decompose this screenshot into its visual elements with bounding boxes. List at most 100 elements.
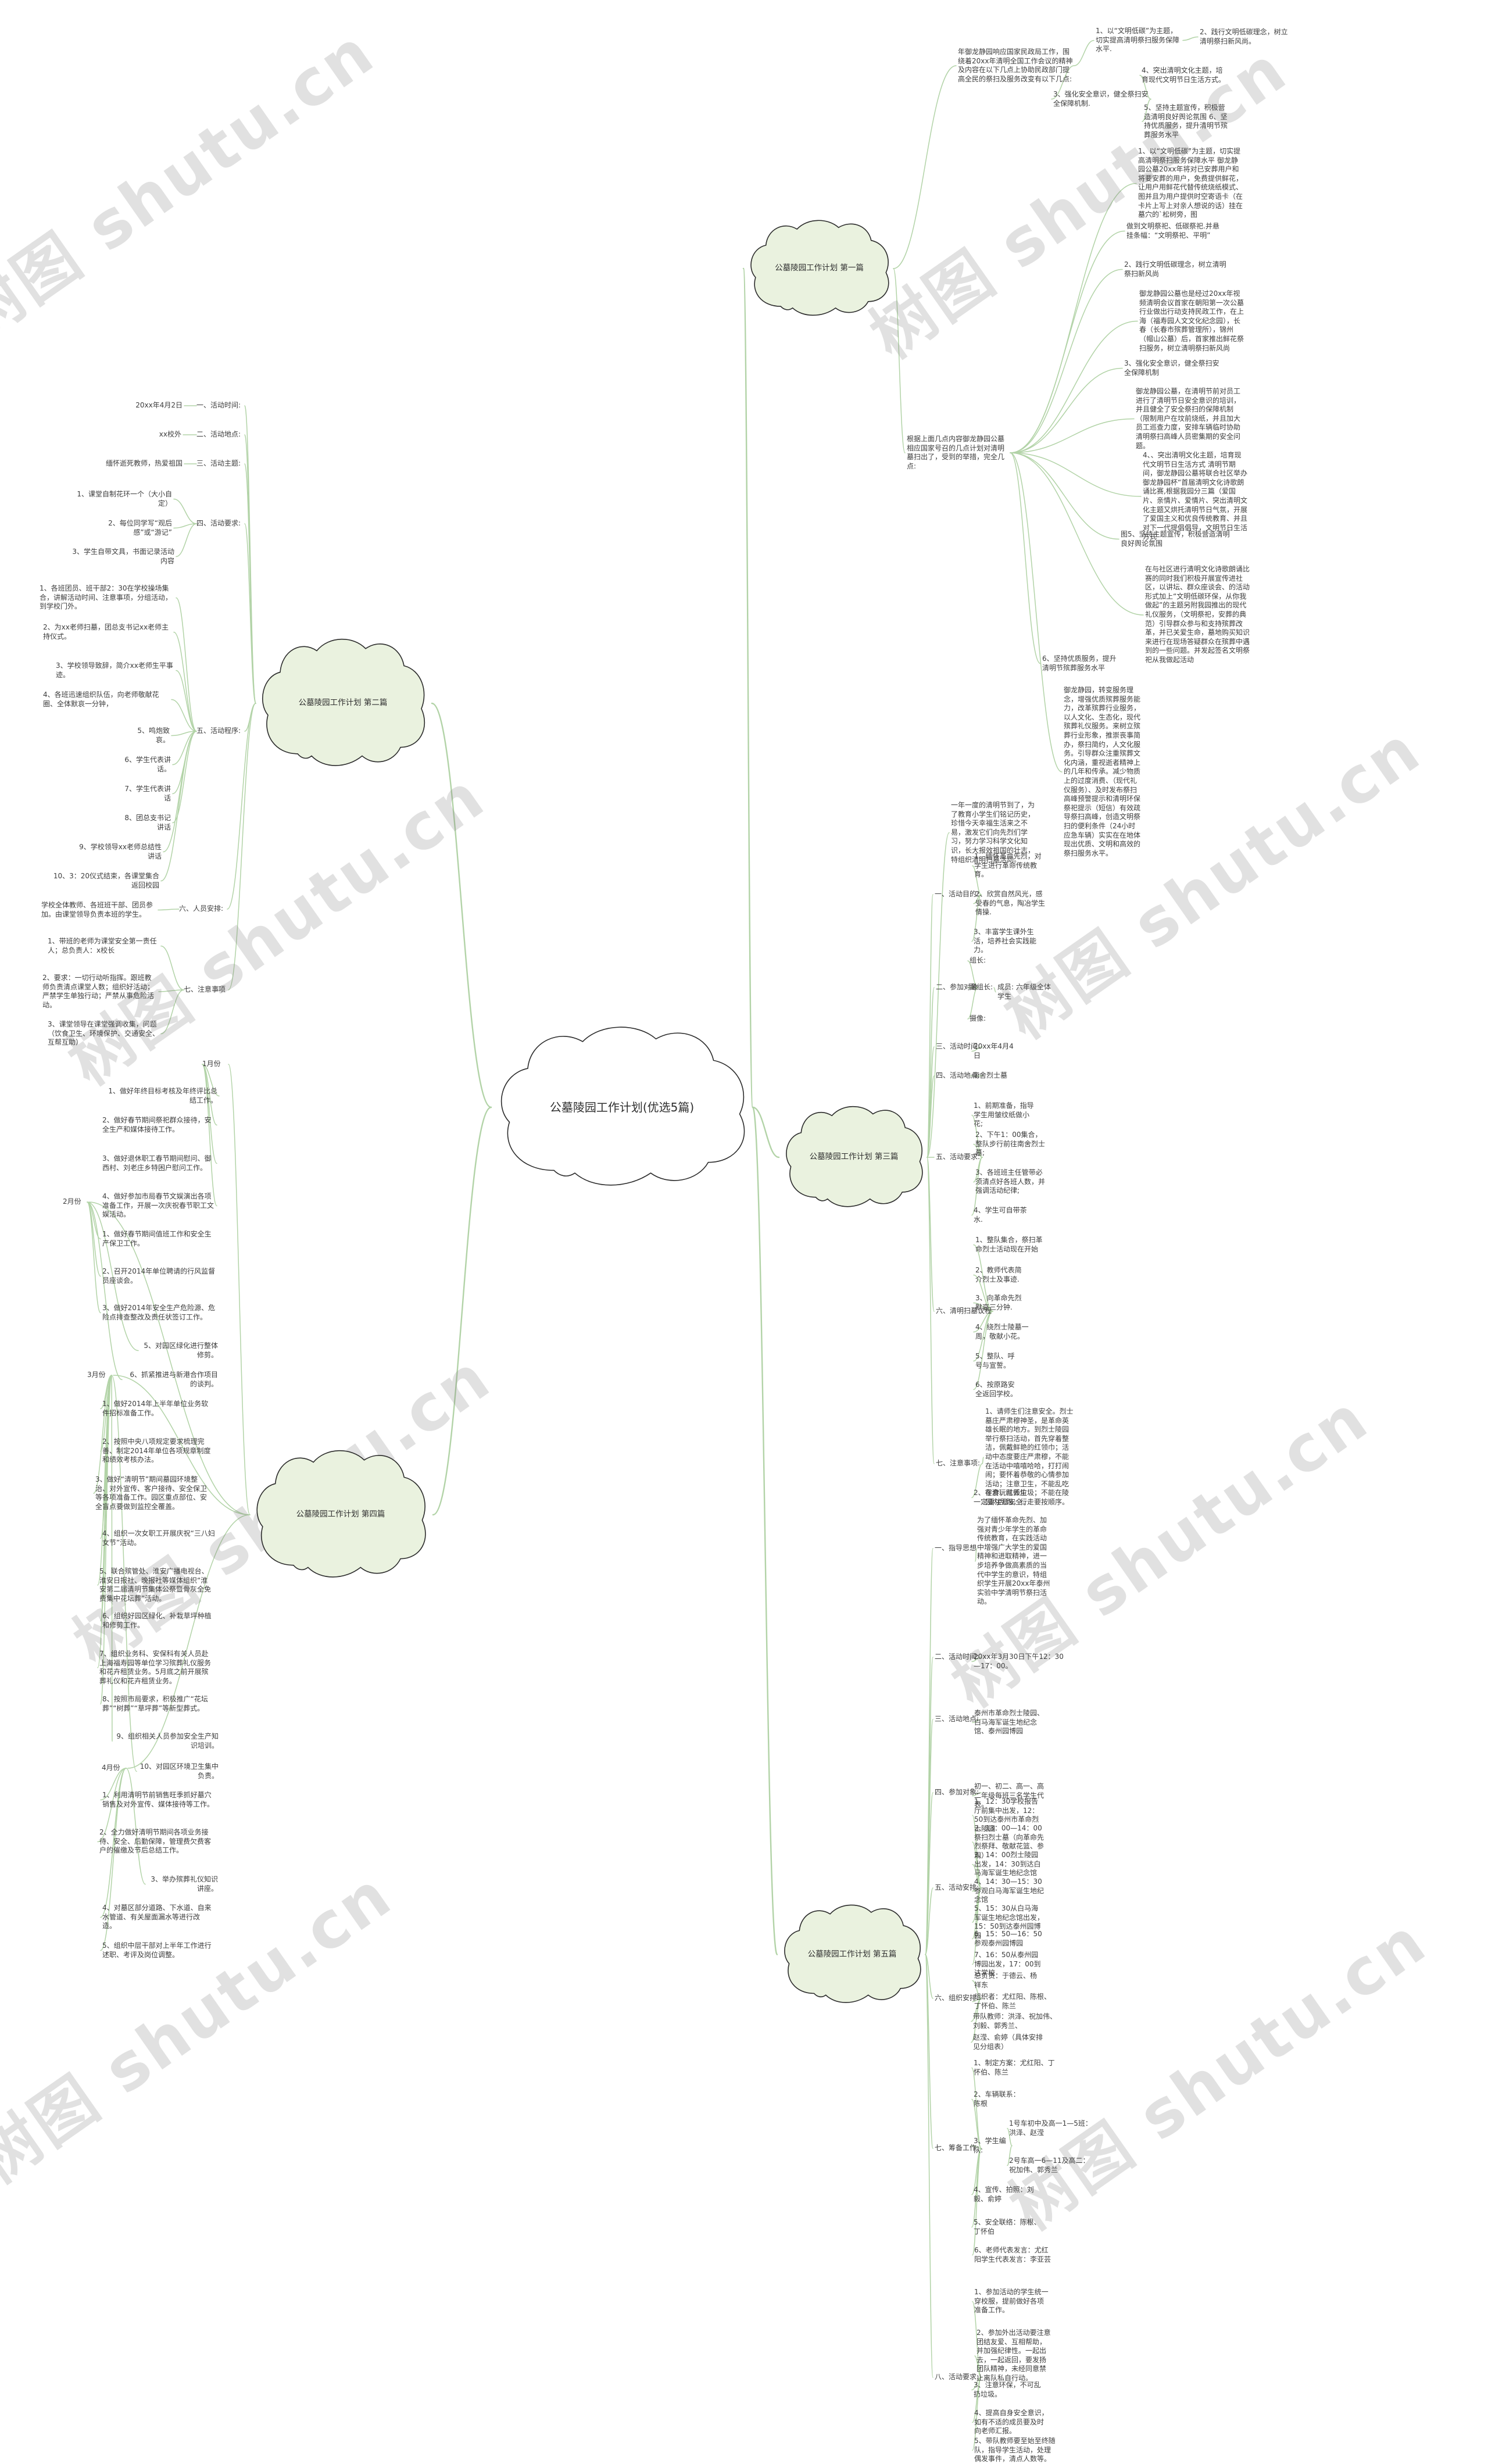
node-b5l2[interactable]: 二、活动时间: [935,1653,979,1661]
node-b3zz[interactable]: 组长: [970,956,986,964]
node-b3c4[interactable]: 4、绕烈士陵墓一周，敬献小花。 [975,1323,1029,1340]
node-b1p8[interactable]: 图5、坚持主题宣传，积极营造清明良好舆论氛围 [1121,530,1230,548]
node-b4a1[interactable]: 1、做好年终目标考核及年终评比总结工作。 [108,1087,217,1104]
node-b2n1[interactable]: 学校全体教师、各班班干部、团员参加。由课堂领导负责本班的学生。 [41,901,153,918]
node-b5l5[interactable]: 五、活动安排: [935,1883,979,1891]
node-b1p4[interactable]: 御龙静园公墓也是经过20xx年视频清明会议首家在朝阳第一次公墓行业做出行动支持民… [1139,289,1244,352]
node-b5r1[interactable]: 1、参加活动的学生统一穿校服，提前做好各项准备工作。 [974,2288,1049,2315]
node-b5q5[interactable]: 5、安全联络：陈根、丁怀伯 [974,2218,1041,2236]
node-b3cy[interactable]: 成员: 六年级全体学生 [997,983,1051,1000]
central-topic[interactable]: 公墓陵园工作计划(优选5篇) [491,1020,753,1195]
node-b1i2[interactable]: 2、践行文明低碳理念，树立清明祭扫新风尚。 [1200,28,1288,45]
node-b3sx[interactable]: 摄像: [970,1014,986,1022]
node-b4d2[interactable]: 2、全力做好清明节期间各项业务接待、安全、后勤保障，管理费欠费客户的催缴及节后总… [99,1828,212,1855]
node-b5o[interactable]: 初一、初二、高一、高二年级每班三名学生代表。 [974,1782,1045,1809]
node-b5r2[interactable]: 2、参加外出活动要注意团结友爱、互相帮助，并加强纪律性。一起出去，一起返回，要发… [977,2329,1051,2382]
branch-cloud-B5[interactable]: 公墓陵园工作计划 第五篇 [779,1901,925,2008]
node-b4m1[interactable]: 1月份 [202,1060,221,1068]
node-b2z1[interactable]: 1、带班的老师为课堂安全第一责任人；总负责人：x校长 [48,937,157,954]
node-b1b[interactable]: 根据上面几点内容御龙静园公墓相应国家号召的几点计划对清明墓扫出了，受到的举措，完… [907,435,1005,470]
node-b5q3a[interactable]: 1号车初中及高一1—5班：洪泽、赵滢 [1009,2119,1092,2137]
node-b5s2[interactable]: 2、13：00—14：00祭扫烈士墓（向革命先烈祭拜、敬献花篮、参观） [974,1824,1045,1859]
node-b2p10[interactable]: 10、3：20仪式结束，各课堂集合返回校园 [53,872,159,889]
node-b2l6[interactable]: 六、人员安排: [179,904,224,913]
node-b3fz[interactable]: 副组长: [970,983,993,991]
node-b1p10[interactable]: 6、坚持优质服务，提升清明节殡葬服务水平 [1042,655,1117,672]
node-b4b2[interactable]: 2、召开2014年单位聘请的行风监督员座谈会。 [102,1267,216,1285]
node-b2v2[interactable]: xx校外 [159,430,181,438]
node-b3l7[interactable]: 七、注意事项: [936,1459,981,1467]
node-b5l7[interactable]: 七、筹备工作: [935,2144,979,2152]
node-b2p1[interactable]: 1、各班团员、班干部2：30在学校操场集合，讲解活动时间、注意事项，分组活动，到… [40,584,173,611]
node-b3t1[interactable]: 20xx年4月4日 [974,1042,1014,1060]
node-b5g1[interactable]: 总负责：于德云、杨祥东 [974,1972,1038,1989]
node-b4c2[interactable]: 2、按照中央八项规定要求梳理完善、制定2014年单位各项规章制度和绩效考核办法。 [102,1437,211,1464]
node-b5s1[interactable]: 1、12：30学校报告厅前集中出发，12：50到达泰州市革命烈士陵园 [974,1797,1039,1833]
node-b3l4[interactable]: 四、活动地点: [936,1071,981,1079]
node-b3c3[interactable]: 3、向革命先烈默哀三分钟. [975,1294,1022,1311]
node-b4b5[interactable]: 5、对园区绿化进行整体修剪。 [144,1342,218,1359]
node-b5s3[interactable]: 3、14：00烈士陵园出发，14：30到达白马海军诞生地纪念馆 [974,1851,1041,1877]
node-b5r4[interactable]: 4、提高自身安全意识，如有不适的成员要及时向老师汇报。 [974,2409,1049,2436]
node-b5s7[interactable]: 7、16：50从泰州园博园出发，17：00到达学校 [974,1951,1041,1977]
node-b3l6[interactable]: 六、清明扫墓议程 [936,1307,992,1315]
node-b2v1[interactable]: 20xx年4月2日 [135,401,183,409]
node-b3l1[interactable]: 一、活动目的: [935,890,979,898]
node-b1p5[interactable]: 3、强化安全意识，健全祭扫安全保障机制 [1124,359,1219,377]
node-b4c1[interactable]: 1、做好2014年上半年单位业务软件招标准备工作。 [102,1400,209,1417]
node-b3z1[interactable]: 1、请师生们注意安全。烈士墓庄严肃穆神圣，是革命英雄长眠的地方。到烈士陵园举行祭… [985,1407,1074,1506]
node-b3y4[interactable]: 4、学生可自带茶水. [974,1206,1027,1224]
node-b3y1[interactable]: 1、前期准备，指导学生用皱纹纸做小花; [974,1102,1034,1128]
node-b2v3[interactable]: 缅怀逝死教师，热爱祖国 [105,459,183,467]
node-b4c4[interactable]: 4、组织一次女职工开展庆祝“三八妇女节”活动。 [102,1529,215,1547]
node-b2p9[interactable]: 9、学校领导xx老师总结性讲话 [79,843,162,860]
node-b5in[interactable]: 为了缅怀革命先烈、加强对青少年学生的革命传统教育，在实践活动中增强广大学生的爱国… [977,1516,1050,1606]
node-b5q4[interactable]: 4、宣传、拍照：刘毅、俞婷 [974,2186,1034,2203]
node-b4b6[interactable]: 6、抓紧推进与新港合作项目的谈判。 [130,1371,218,1388]
node-b4b1[interactable]: 1、做好春节期间值班工作和安全生产保卫工作。 [102,1230,212,1247]
node-b4d4[interactable]: 4、对墓区部分道路、下水道、自来水管道、有关屋面漏水等进行改造。 [102,1904,212,1930]
node-b4a3[interactable]: 3、做好退休职工春节期间慰问、御西村、刘老庄乡特困户慰问工作。 [102,1154,212,1172]
node-b4c5[interactable]: 5、联合殡管处、淮安广播电视台、淮安日报社、晚报社等媒体组织“淮安第二届清明节集… [99,1567,212,1603]
node-b1p1[interactable]: 1、以“文明低碳”为主题，切实提高清明祭扫服务保障水平 御龙静园公墓20xx年将… [1138,147,1243,219]
node-b5l3[interactable]: 三、活动地点: [935,1715,979,1723]
node-b2l1[interactable]: 一、活动时间: [196,401,241,409]
node-b2r2[interactable]: 2、每位同学写“观后感”或“游记” [108,519,172,537]
node-b5g4[interactable]: 赵滢、俞婷（具体安排见分组表） [973,2033,1043,2051]
node-b4a4[interactable]: 4、做好参加市局春节文娱演出各项准备工作，开展一次庆祝春节职工文娱活动。 [102,1192,214,1219]
node-b2l4[interactable]: 四、活动要求: [196,519,241,527]
node-b1a[interactable]: 年御龙静园响应国家民政局工作，围绕着20xx年清明全国工作会议的精神及内容在以下… [958,48,1073,83]
branch-cloud-B3[interactable]: 公墓陵园工作计划 第三篇 [781,1102,927,1213]
node-b1i1[interactable]: 1、以“文明低碳”为主题，切实提高清明祭扫服务保障水平. [1096,27,1180,53]
branch-cloud-B1[interactable]: 公墓陵园工作计划 第一篇 [745,216,893,321]
node-b1i3[interactable]: 3、强化安全意识，健全祭扫安全保障机制. [1053,90,1149,108]
node-b1i4[interactable]: 4、突出清明文化主题，培育现代文明节日生活方式。 [1142,66,1226,84]
node-b5s4[interactable]: 4、14：30—15：30参观白马海军诞生地纪念馆 [974,1877,1045,1904]
node-b2p3[interactable]: 3、学校领导致辞，简介xx老师生平事迹。 [56,661,173,679]
node-b2l5[interactable]: 五、活动程序: [196,727,241,735]
node-b1p9[interactable]: 在与社区进行清明文化诗歌朗诵比赛的同时我们积极开展宣传进社区，以讲坛、群众座谈会… [1145,565,1250,664]
node-b4c9[interactable]: 9、组织相关人员参加安全生产知识培训。 [116,1732,219,1750]
node-b2p8[interactable]: 8、团总支书记讲话 [124,814,171,831]
node-b5q3[interactable]: 3、学生编队: [974,2137,1006,2154]
node-b3m2[interactable]: 2、欣赏自然风光，感受春的气息，陶冶学生情操. [975,890,1046,917]
node-b5l8[interactable]: 八、活动要求: [935,2373,979,2381]
node-b2l3[interactable]: 三、活动主题: [196,459,241,467]
node-b4d1[interactable]: 1、利用清明节前销售旺季抓好墓穴销售及对外宣传、媒体接待等工作。 [102,1791,214,1808]
node-b3y3[interactable]: 3、各班班主任管带必须清点好各班人数，并强调活动纪律; [975,1168,1046,1195]
node-b5r3[interactable]: 3、注意环保，不可乱扔垃圾。 [974,2381,1041,2398]
node-b3c6[interactable]: 6、按原路安全返回学校。 [975,1381,1018,1398]
node-b1i56[interactable]: 5、坚持主题宣传，积极营造清明良好舆论氛围 6、坚持优质服务，提升清明节殡葬服务… [1144,103,1228,139]
node-b4m3[interactable]: 3月份 [87,1371,106,1379]
node-b4c8[interactable]: 8、按照市局要求，积极推广“花坛葬”“树葬”“草坪葬”等新型葬式。 [102,1695,208,1712]
node-b5s6[interactable]: 6、15：50—16：50参观泰州园博园 [974,1930,1042,1947]
node-b2r3[interactable]: 3、学生自带文具，书面记录活动内容 [72,548,174,565]
node-b5q1[interactable]: 1、制定方案：尤红阳、丁怀伯、陈兰 [974,2059,1055,2076]
node-b4d3[interactable]: 3、举办殡葬礼仪知识讲座。 [151,1875,218,1893]
node-b5g3[interactable]: 带队教师：洪泽、祝加伟、刘毅、郭秀兰、 [973,2012,1057,2030]
node-b2z2[interactable]: 2、要求：一切行动听指挥。跟班教师负责清点课堂人数；组织好活动；严禁学生单独行动… [42,974,155,1009]
node-b4b3[interactable]: 3、做好2014年安全生产危险源、危险点排查整改及责任状签订工作。 [102,1304,216,1321]
branch-cloud-B4[interactable]: 公墓陵园工作计划 第四篇 [250,1445,431,1585]
node-b3c5[interactable]: 5、整队、呼号与宣誓。 [975,1352,1015,1369]
node-b4c3[interactable]: 3、做好“清明节”期间墓园环境整治、对外宣传、客户接待、安全保卫等各项准备工作。… [95,1475,208,1511]
